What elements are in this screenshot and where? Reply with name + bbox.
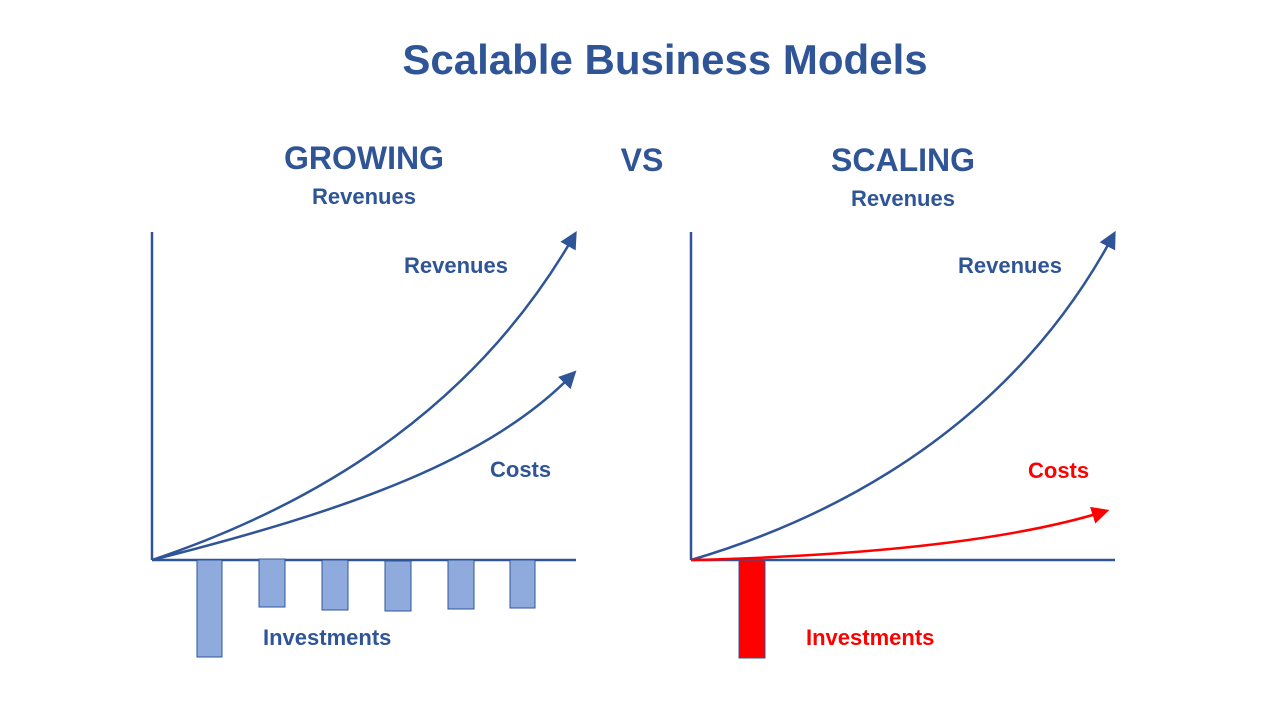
growing-revenues-curve bbox=[151, 230, 577, 562]
scaling-investments-label: Investments bbox=[806, 625, 934, 650]
growing-panel: Revenues Costs Investments bbox=[150, 230, 577, 658]
scaling-costs-label: Costs bbox=[1028, 458, 1089, 483]
growing-subheading: Revenues bbox=[312, 184, 416, 209]
growing-costs-curve bbox=[151, 370, 577, 562]
growing-investment-bar bbox=[384, 560, 412, 612]
scaling-heading: SCALING bbox=[831, 142, 975, 178]
main-title: Scalable Business Models bbox=[402, 36, 928, 83]
growing-heading: GROWING bbox=[284, 140, 444, 176]
growing-investment-bar bbox=[258, 558, 286, 608]
growing-costs-label: Costs bbox=[490, 457, 551, 482]
scaling-costs-curve bbox=[690, 506, 1110, 562]
growing-investment-bar bbox=[509, 559, 536, 609]
vs-label: VS bbox=[620, 142, 664, 178]
growing-investment-bar bbox=[196, 559, 223, 658]
growing-investment-bar bbox=[321, 559, 349, 611]
growing-investment-bar bbox=[447, 559, 475, 610]
growing-investments-label: Investments bbox=[263, 625, 391, 650]
scaling-revenues-curve bbox=[690, 230, 1116, 562]
scaling-revenues-label: Revenues bbox=[958, 253, 1062, 278]
scaling-investment-bar bbox=[738, 559, 766, 659]
growing-revenues-label: Revenues bbox=[404, 253, 508, 278]
scaling-subheading: Revenues bbox=[851, 186, 955, 211]
scaling-panel: Revenues Costs Investments bbox=[689, 230, 1116, 659]
